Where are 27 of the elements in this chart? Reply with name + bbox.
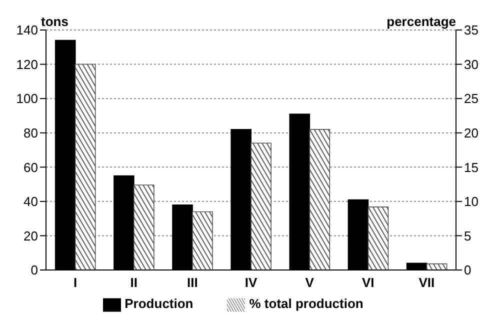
y2-tick-label: 0: [464, 262, 472, 278]
y-tick-label: 40: [24, 194, 38, 210]
y-tick-label: 0: [30, 262, 38, 278]
y-tick-label: 20: [24, 228, 38, 244]
y-tick-label: 140: [16, 22, 38, 38]
y2-tick-label: 10: [464, 194, 478, 210]
y-axis-title: tons: [41, 14, 68, 29]
y-tick-label: 120: [16, 56, 38, 72]
y2-axis-title: percentage: [386, 14, 456, 29]
y-tick-label: 60: [24, 160, 38, 175]
y2-tick-label: 25: [464, 91, 478, 106]
legend-label: Production: [124, 296, 194, 312]
y-tick-label: 100: [16, 91, 38, 106]
x-tick-label: VI: [362, 275, 374, 290]
x-tick-label: VII: [418, 275, 435, 290]
y2-tick-label: 30: [464, 56, 478, 72]
x-tick-label: II: [130, 275, 138, 290]
x-tick-label: I: [73, 275, 78, 290]
y-tick-label: 80: [24, 125, 38, 140]
y2-tick-label: 15: [464, 160, 478, 175]
legend-label: % total production: [249, 296, 364, 312]
y2-tick-label: 5: [464, 228, 472, 244]
x-tick-label: IV: [244, 275, 258, 290]
x-tick-label: III: [187, 275, 198, 290]
y2-tick-label: 20: [464, 125, 478, 140]
y2-tick-label: 35: [464, 22, 478, 38]
x-tick-label: V: [305, 275, 314, 290]
